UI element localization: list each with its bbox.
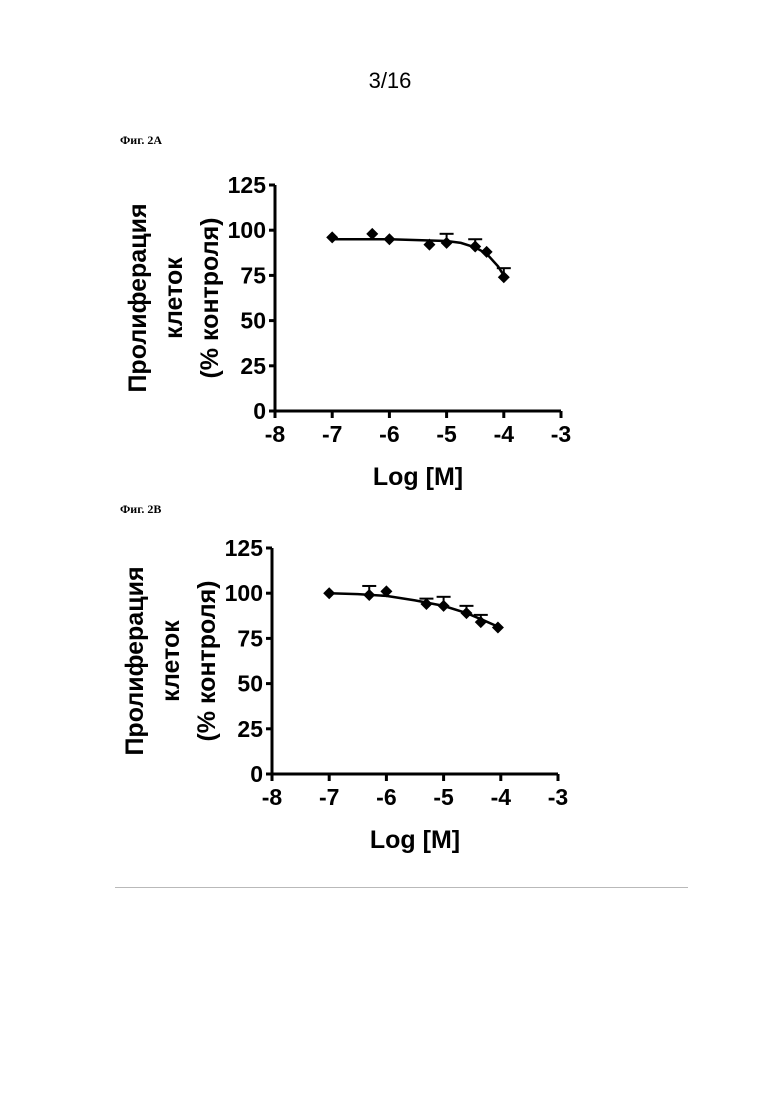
figure-label-2a: Фиг. 2А xyxy=(120,133,162,148)
y-axis-label-line: (% контроля) xyxy=(193,580,221,741)
page-divider xyxy=(115,887,688,888)
data-point xyxy=(492,622,504,634)
data-point xyxy=(441,237,453,249)
x-tick-label: -8 xyxy=(265,421,286,447)
chart-figure-2a: 0255075100125-8-7-6-5-4-3Log [M]Пролифер… xyxy=(0,165,780,500)
y-axis-label-line: клеток xyxy=(157,620,185,702)
y-axis-label-line: Пролиферация xyxy=(124,203,152,392)
x-tick-label: -3 xyxy=(551,421,571,447)
data-point xyxy=(498,271,510,283)
data-point xyxy=(363,589,375,601)
x-tick-label: -7 xyxy=(322,421,342,447)
data-point xyxy=(326,231,338,243)
chart-figure-2b: 0255075100125-8-7-6-5-4-3Log [M]Пролифер… xyxy=(0,528,780,873)
y-tick-label: 75 xyxy=(240,262,266,288)
data-point xyxy=(481,246,493,258)
chart-2a-svg: 0255075100125-8-7-6-5-4-3Log [M]Пролифер… xyxy=(0,165,780,495)
y-axis-label-line: (% контроля) xyxy=(196,217,224,378)
data-point xyxy=(460,607,472,619)
y-tick-label: 50 xyxy=(240,308,266,334)
x-tick-label: -4 xyxy=(494,421,515,447)
data-point xyxy=(383,233,395,245)
y-tick-label: 50 xyxy=(237,671,263,697)
x-axis-label: Log [M] xyxy=(373,463,463,491)
y-tick-label: 100 xyxy=(228,217,266,243)
y-axis-label-line: Пролиферация xyxy=(121,566,149,755)
chart-2b-svg: 0255075100125-8-7-6-5-4-3Log [M]Пролифер… xyxy=(0,528,780,868)
fit-curve xyxy=(329,593,498,626)
x-tick-label: -7 xyxy=(319,784,339,810)
data-point xyxy=(420,598,432,610)
y-tick-label: 125 xyxy=(225,535,264,561)
x-tick-label: -5 xyxy=(433,784,454,810)
x-tick-label: -4 xyxy=(491,784,512,810)
y-tick-label: 75 xyxy=(237,625,263,651)
y-tick-label: 125 xyxy=(228,172,267,198)
data-point xyxy=(438,600,450,612)
y-axis-label-line: клеток xyxy=(160,257,188,339)
x-tick-label: -6 xyxy=(376,784,396,810)
y-tick-label: 25 xyxy=(237,716,263,742)
x-tick-label: -3 xyxy=(548,784,568,810)
x-tick-label: -8 xyxy=(262,784,283,810)
data-point xyxy=(323,587,335,599)
y-tick-label: 100 xyxy=(225,580,263,606)
x-tick-label: -6 xyxy=(379,421,399,447)
x-tick-label: -5 xyxy=(436,421,457,447)
page-number: 3/16 xyxy=(0,68,780,94)
x-axis-label: Log [M] xyxy=(370,826,460,854)
figure-label-2b: Фиг. 2В xyxy=(120,502,161,517)
y-tick-label: 25 xyxy=(240,353,266,379)
